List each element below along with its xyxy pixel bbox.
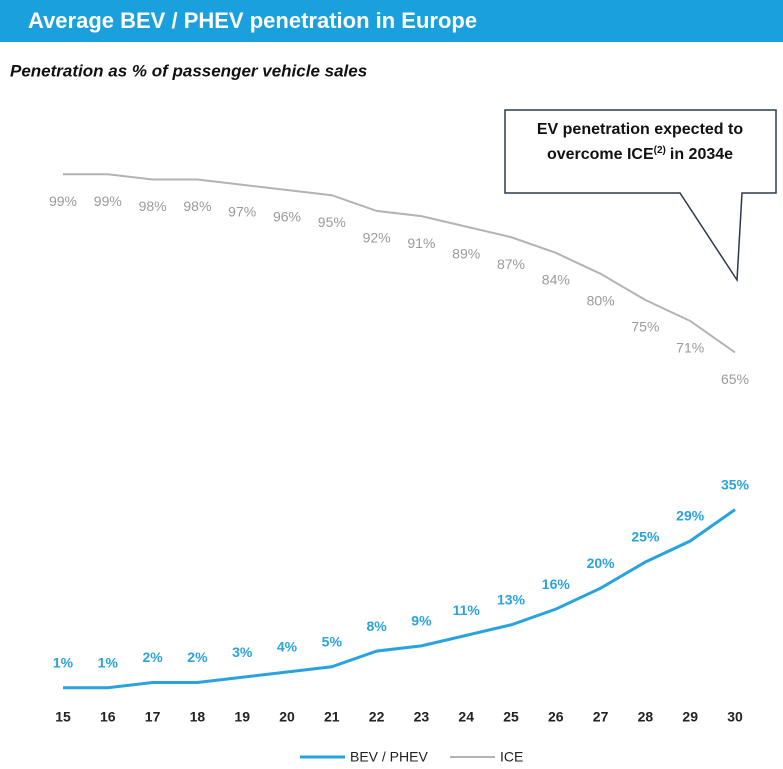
x-tick-label: 20 [279,709,295,725]
data-label: 92% [363,230,391,246]
x-tick-label: 22 [369,709,385,725]
data-label: 75% [631,319,659,335]
data-label: 2% [142,649,163,665]
data-label: 96% [273,209,301,225]
x-tick-label: 23 [414,709,430,725]
series-line [63,508,736,690]
x-tick-label: 24 [458,709,474,725]
legend-label: ICE [500,749,523,765]
data-label: 4% [277,639,298,655]
chart-subtitle: Penetration as % of passenger vehicle sa… [10,61,367,80]
data-label: 71% [676,340,704,356]
series-line [63,173,736,354]
data-label: 35% [721,476,750,492]
x-tick-label: 26 [548,709,564,725]
x-tick-label: 15 [55,709,71,725]
data-label: 3% [232,644,253,660]
data-label: 16% [542,576,571,592]
data-label: 25% [631,529,660,545]
data-label: 29% [676,508,705,524]
callout-box [504,109,777,283]
data-label: 99% [49,193,77,209]
x-tick-label: 27 [593,709,609,725]
title-banner [0,0,783,42]
data-label: 84% [542,272,570,288]
annotation: in 2034e [670,146,733,163]
x-tick-label: 30 [727,709,743,725]
x-tick-label: 18 [190,709,206,725]
data-label: 98% [139,198,167,214]
data-label: 87% [497,256,525,272]
data-label: 80% [587,293,615,309]
data-label: 91% [407,235,435,251]
data-label: 2% [187,649,208,665]
data-label: 1% [53,654,74,670]
data-label: 11% [453,602,481,618]
data-label: 20% [587,555,616,571]
x-tick-label: 21 [324,709,340,725]
data-label: 97% [228,203,256,219]
x-tick-label: 25 [503,709,519,725]
x-tick-label: 16 [100,709,116,725]
data-label: 98% [183,198,211,214]
data-label: 5% [322,634,343,650]
x-tick-label: 17 [145,709,161,725]
data-label: 99% [94,193,122,209]
annotation: EV penetration expected to [537,121,743,138]
x-tick-label: 29 [682,709,698,725]
data-label: 8% [366,618,387,634]
data-label: 13% [497,592,526,608]
data-label: 9% [411,613,432,629]
x-tick-label: 19 [234,709,250,725]
data-label: 1% [98,654,119,670]
chart-title: Average BEV / PHEV penetration in Europe [28,8,477,33]
annotation: overcome ICE(2) in 2034e [547,145,733,164]
data-label: 89% [452,245,480,261]
data-label: 65% [721,371,749,387]
x-tick-label: 28 [638,709,654,725]
annotation-superscript: (2) [654,145,666,156]
legend-label: BEV / PHEV [350,749,428,765]
data-label: 95% [318,214,346,230]
annotation: overcome ICE [547,146,654,163]
